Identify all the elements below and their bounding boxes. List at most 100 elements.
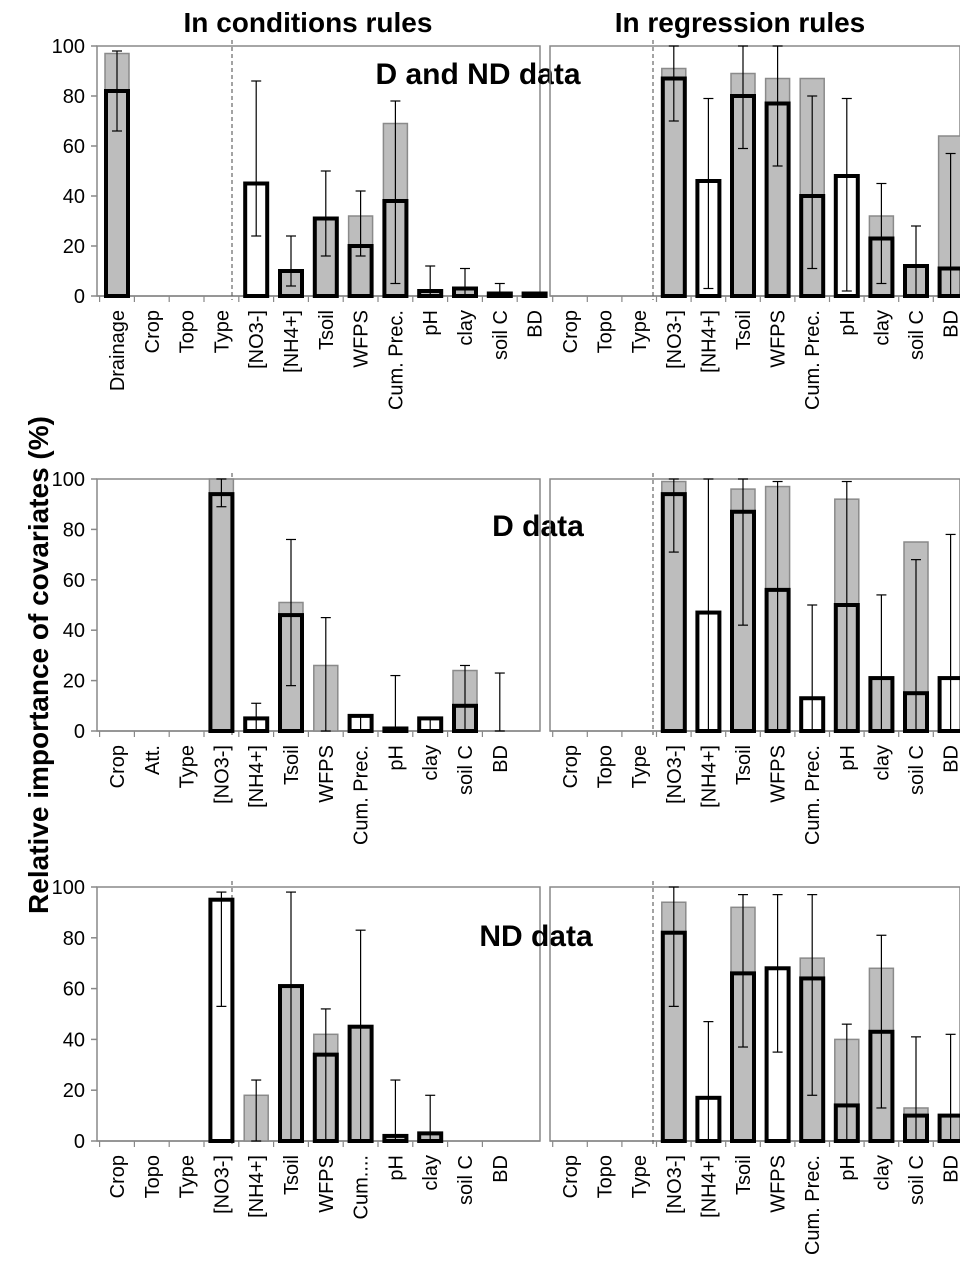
x-tick-label: clay	[420, 1155, 442, 1191]
x-tick-label: Type	[211, 310, 233, 353]
x-tick-label: BD	[490, 745, 512, 773]
panel-0: 0 20 40 60 80 100 Drainage Crop Topo Type [NO3-] [N…	[52, 36, 581, 410]
x-tick-label: [NO3-]	[246, 310, 268, 369]
x-tick-label: [NH4+]	[698, 745, 720, 808]
panel-title: D and ND data	[375, 58, 580, 91]
x-tick-label: soil C	[490, 310, 512, 360]
x-tick-label: Tsoil	[316, 310, 338, 350]
y-tick-label: 0	[74, 286, 85, 308]
x-tick-label: [NH4+]	[281, 310, 303, 373]
x-tick-label: Cum. Prec.	[802, 310, 824, 410]
x-tick-label: Crop	[560, 745, 582, 788]
x-tick-label: BD	[941, 745, 960, 773]
x-tick-label: pH	[837, 310, 859, 336]
x-tick-label: soil C	[906, 745, 928, 795]
bar-outlined	[937, 1113, 960, 1143]
x-tick-label: Crop	[560, 310, 582, 353]
x-tick-label: Topo	[595, 310, 617, 353]
x-tick-label: Tsoil	[281, 1155, 303, 1195]
x-tick-label: Crop	[107, 1155, 129, 1198]
x-tick-label: Tsoil	[733, 745, 755, 785]
y-tick-label: 60	[63, 570, 85, 592]
y-tick-label: 100	[52, 469, 85, 491]
x-tick-label: WFPS	[316, 745, 338, 803]
x-tick-label: Type	[629, 745, 651, 788]
x-tick-label: WFPS	[768, 310, 790, 368]
x-tick-label: Cum....	[351, 1155, 373, 1219]
y-tick-label: 80	[63, 86, 85, 108]
panel-3: Crop Topo Type [NO3-] [NH4+] Tsoil WFPS Cum. Pr…	[549, 473, 960, 845]
x-tick-label: soil C	[455, 1155, 477, 1205]
x-tick-label: Type	[629, 1155, 651, 1198]
x-tick-label: Type	[177, 1155, 199, 1198]
x-tick-label: [NH4+]	[246, 1155, 268, 1218]
x-tick-label: BD	[525, 310, 547, 338]
x-tick-label: clay	[871, 1155, 893, 1191]
y-axis-label: Relative importance of covariates (%)	[23, 416, 54, 914]
x-tick-label: WFPS	[351, 310, 373, 368]
bar-outlined	[937, 266, 960, 298]
panel-2: 0 20 40 60 80 100 Crop Att. Type [NO3-] [NH4+] Tsoi…	[52, 469, 585, 845]
x-tick-label: clay	[871, 745, 893, 781]
x-tick-label: pH	[385, 745, 407, 771]
panel-1: Crop Topo Type [NO3-] [NH4+] Tsoil WFPS Cum. Pr…	[549, 40, 960, 410]
column-title-conditions: In conditions rules	[184, 7, 433, 38]
x-tick-label: clay	[871, 310, 893, 346]
bar-outlined	[937, 676, 960, 734]
x-tick-label: BD	[490, 1155, 512, 1183]
x-tick-label: [NO3-]	[211, 745, 233, 804]
x-tick-label: soil C	[906, 310, 928, 360]
y-tick-label: 0	[74, 721, 85, 743]
x-tick-label: WFPS	[768, 1155, 790, 1213]
x-tick-label: pH	[837, 745, 859, 771]
panel-5: Crop Topo Type [NO3-] [NH4+] Tsoil WFPS Cum. Pr…	[549, 881, 960, 1255]
x-tick-label: Topo	[595, 745, 617, 788]
y-tick-label: 20	[63, 1080, 85, 1102]
x-tick-label: Cum. Prec.	[802, 1155, 824, 1255]
panel-4: 0 20 40 60 80 100 Crop Topo Type [NO3-] [NH4+] Tsoi…	[52, 877, 593, 1219]
y-tick-label: 40	[63, 186, 85, 208]
x-tick-label: WFPS	[316, 1155, 338, 1213]
x-tick-label: Topo	[595, 1155, 617, 1198]
x-tick-label: WFPS	[768, 745, 790, 803]
x-tick-label: clay	[455, 310, 477, 346]
x-tick-label: Cum. Prec.	[351, 745, 373, 845]
x-tick-label: Tsoil	[733, 310, 755, 350]
x-tick-label: BD	[941, 310, 960, 338]
y-tick-label: 100	[52, 36, 85, 58]
x-tick-label: [NH4+]	[698, 1155, 720, 1218]
y-tick-label: 80	[63, 519, 85, 541]
x-tick-label: [NO3-]	[664, 1155, 686, 1214]
x-tick-label: [NO3-]	[664, 745, 686, 804]
x-tick-label: Topo	[142, 1155, 164, 1198]
y-tick-label: 100	[52, 877, 85, 899]
x-tick-label: Type	[177, 745, 199, 788]
y-tick-label: 20	[63, 671, 85, 693]
y-tick-label: 80	[63, 928, 85, 950]
y-tick-label: 20	[63, 236, 85, 258]
y-tick-label: 60	[63, 979, 85, 1001]
panels: 0 20 40 60 80 100 Drainage Crop Topo Type [NO3-] [N…	[52, 36, 960, 1255]
bar-outlined	[208, 492, 235, 733]
panel-title: ND data	[479, 920, 593, 953]
y-tick-label: 40	[63, 1029, 85, 1051]
x-tick-label: Topo	[177, 310, 199, 353]
x-tick-label: soil C	[906, 1155, 928, 1205]
y-tick-label: 40	[63, 620, 85, 642]
x-tick-label: Crop	[107, 745, 129, 788]
x-tick-label: Drainage	[107, 310, 129, 391]
x-tick-label: soil C	[455, 745, 477, 795]
y-tick-label: 60	[63, 136, 85, 158]
x-tick-label: pH	[837, 1155, 859, 1181]
panel-title: D data	[492, 510, 584, 543]
x-tick-label: Att.	[142, 745, 164, 775]
column-title-regression: In regression rules	[615, 7, 866, 38]
x-tick-label: Tsoil	[281, 745, 303, 785]
x-tick-label: clay	[420, 745, 442, 781]
x-tick-label: [NH4+]	[698, 310, 720, 373]
x-tick-label: Tsoil	[733, 1155, 755, 1195]
x-tick-label: Crop	[142, 310, 164, 353]
x-tick-label: Type	[629, 310, 651, 353]
x-tick-label: [NH4+]	[246, 745, 268, 808]
